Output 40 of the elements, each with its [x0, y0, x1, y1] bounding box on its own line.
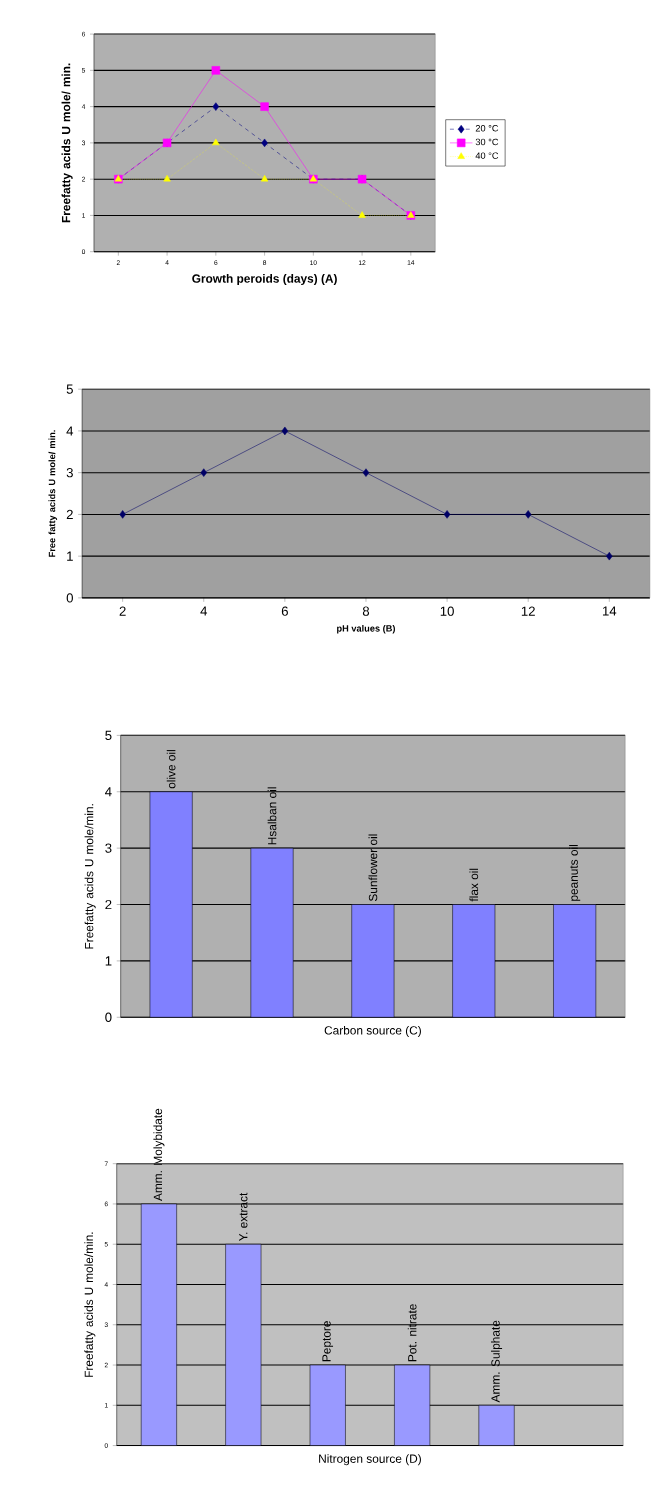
- x-tick-label: 6: [282, 606, 289, 616]
- y-tick-label: 4: [105, 787, 112, 797]
- y-tick-label: 5: [66, 384, 74, 394]
- y-axis-title: Freefatty acids U mole/ min.: [61, 63, 73, 223]
- x-tick-label: 14: [603, 606, 617, 616]
- y-tick-label: 2: [66, 509, 73, 520]
- x-tick-label: olive oil: [166, 750, 176, 789]
- x-tick-label: 2: [119, 606, 126, 616]
- legend-label: 40 °C: [475, 152, 499, 159]
- x-tick-label: flax oil: [469, 868, 479, 902]
- x-tick-label: Peptore: [322, 1321, 334, 1362]
- x-tick-label: 8: [363, 606, 370, 616]
- x-tick-label: 12: [522, 606, 536, 616]
- x-tick-label: Hsalban oil: [267, 787, 277, 845]
- legend-label: 30 °C: [475, 138, 499, 146]
- y-axis-title: Freefatty acids U mole/min.: [84, 804, 96, 949]
- y-tick-label: 1: [105, 956, 112, 966]
- x-tick-label: Amm. Molybidate: [153, 1108, 165, 1202]
- x-tick-label: 10: [440, 606, 455, 616]
- x-tick-label: 4: [200, 606, 208, 616]
- x-axis-title: Nitrogen source (D): [319, 1454, 422, 1466]
- x-axis-title: Carbon source (C): [324, 1025, 422, 1037]
- x-tick-label: Sunflower oil: [368, 834, 378, 902]
- x-tick-label: Pot. nitrate: [407, 1304, 417, 1362]
- y-tick-label: 0: [66, 593, 74, 603]
- y-tick-label: 0: [105, 1012, 112, 1022]
- y-tick-label: 3: [105, 843, 112, 853]
- y-tick-label: 1: [67, 551, 73, 561]
- x-tick-label: Y. extract: [239, 1192, 248, 1242]
- y-tick-label: 2: [105, 899, 112, 910]
- legend-label: 20 °C: [475, 124, 499, 132]
- y-tick-label: 5: [105, 730, 112, 740]
- x-tick-label: Amm. Sulphate: [491, 1320, 503, 1403]
- y-tick-label: 4: [66, 426, 74, 436]
- x-tick-label: peanuts oil: [569, 845, 581, 901]
- x-axis-title: Growth peroids (days) (A): [192, 274, 338, 286]
- y-tick-label: 3: [66, 468, 74, 478]
- y-axis-title: Free fatty acids U mole/ min.: [48, 430, 58, 557]
- y-axis-title: Freefatty acids U mole/min.: [84, 1232, 96, 1377]
- x-axis-title: pH values (B): [337, 624, 396, 634]
